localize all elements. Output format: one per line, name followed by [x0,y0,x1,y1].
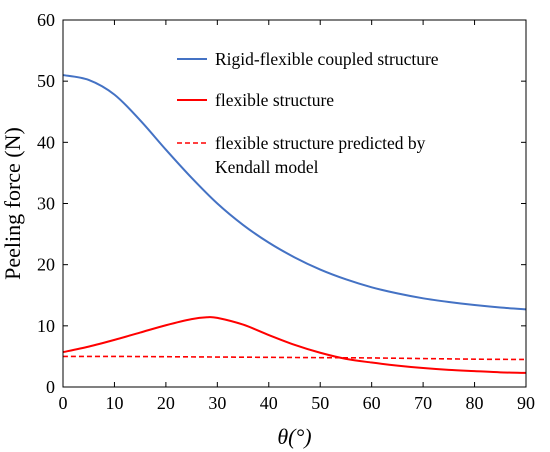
legend-label-3: flexible structure predicted by [215,133,426,153]
x-tick-label: 60 [363,393,381,413]
legend-label-3: Kendall model [215,157,319,177]
x-tick-label: 90 [517,393,535,413]
y-tick-label: 0 [46,377,55,397]
x-axis-title: θ(°) [277,424,311,449]
x-tick-label: 70 [414,393,432,413]
x-tick-label: 40 [260,393,278,413]
y-tick-label: 10 [37,316,55,336]
series-line-1 [62,74,527,311]
legend-label-2: flexible structure [215,90,334,110]
y-tick-label: 20 [37,255,55,275]
plot-background [63,20,526,387]
x-tick-label: 10 [105,393,123,413]
axes-layer: 0 10 20 30 40 50 60 70 80 90 0 10 20 30 40 50 60 [37,10,535,413]
y-tick-label: 30 [37,194,55,214]
series-line-2 [62,316,527,374]
series-layer [62,74,527,374]
x-tick-label: 0 [59,393,68,413]
x-tick-label: 30 [208,393,226,413]
y-tick-label: 40 [37,132,55,152]
y-tick-label: 50 [37,71,55,91]
x-tick-label: 20 [157,393,175,413]
y-axis-title: Peeling force (N) [0,127,25,280]
y-tick-label: 60 [37,10,55,30]
legend-label-1: Rigid-flexible coupled structure [215,49,439,69]
x-tick-label: 50 [311,393,329,413]
x-tick-label: 80 [466,393,484,413]
plot-area [63,20,526,387]
legend: Rigid-flexible coupled structure flexible… [177,49,439,177]
series-line-3 [62,355,527,361]
